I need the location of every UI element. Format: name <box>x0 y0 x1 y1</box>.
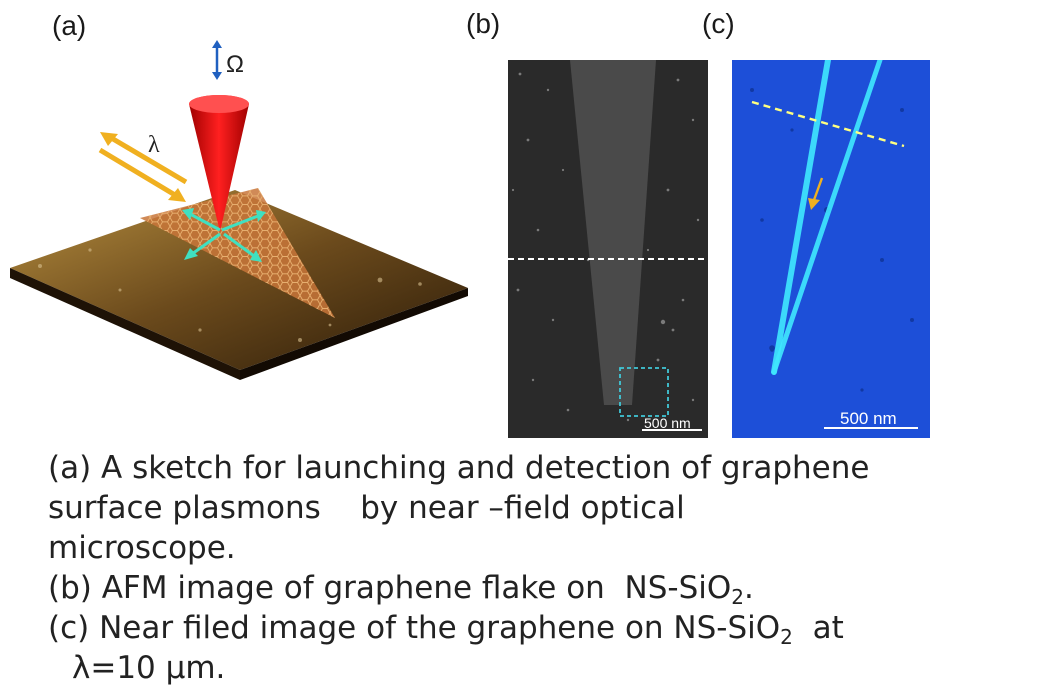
panel-a-sketch: λ Ω <box>10 40 468 380</box>
substrate-side-left <box>10 268 240 380</box>
near-field-arrow <box>808 177 824 210</box>
omega-arrow <box>212 40 222 80</box>
surface-texture <box>38 248 422 342</box>
caption-line-b: (b) AFM image of graphene flake on NS-Si… <box>48 568 1048 608</box>
caption-c-end: at <box>792 610 844 646</box>
substrate-surface <box>10 190 468 370</box>
omega-label: Ω <box>226 51 244 78</box>
afm-marker-box <box>619 367 669 417</box>
near-field-scale-label: 500 nm <box>840 409 897 428</box>
caption-line-c2: λ=10 µm. <box>72 650 226 686</box>
plasmon-arrows <box>182 208 266 262</box>
laser-beam-arrows <box>98 132 188 202</box>
caption-c-subscript: 2 <box>780 625 793 649</box>
caption-b-subscript: 2 <box>731 585 744 609</box>
caption-line-c: (c) Near filed image of the graphene on … <box>48 608 1048 648</box>
lambda-label: λ <box>148 132 160 158</box>
graphene-edges <box>771 60 883 375</box>
figure-caption: (a) A sketch for launching and detection… <box>48 448 1048 688</box>
caption-line-a3: microscope. <box>48 530 236 566</box>
near-field-dashed-line <box>751 100 905 148</box>
afm-scale-label: 500 nm <box>644 415 691 431</box>
panel-label-c: (c) <box>702 8 735 39</box>
caption-c-text: (c) Near filed image of the graphene on … <box>48 610 781 646</box>
substrate-side-right <box>240 288 468 380</box>
panel-label-a: (a) <box>52 10 87 41</box>
graphene-flake-afm <box>570 60 656 405</box>
afm-tip <box>189 95 249 232</box>
panel-b-afm-image: 500 nm <box>508 60 708 438</box>
panel-label-b: (b) <box>466 8 501 39</box>
caption-b-text: (b) AFM image of graphene flake on NS-Si… <box>48 570 732 606</box>
caption-line-a1: (a) A sketch for launching and detection… <box>48 450 870 486</box>
caption-line-a2: surface plasmons by near –field optical <box>48 490 685 526</box>
caption-b-end: . <box>744 570 754 606</box>
panel-c-near-field-image: 500 nm <box>732 60 930 438</box>
